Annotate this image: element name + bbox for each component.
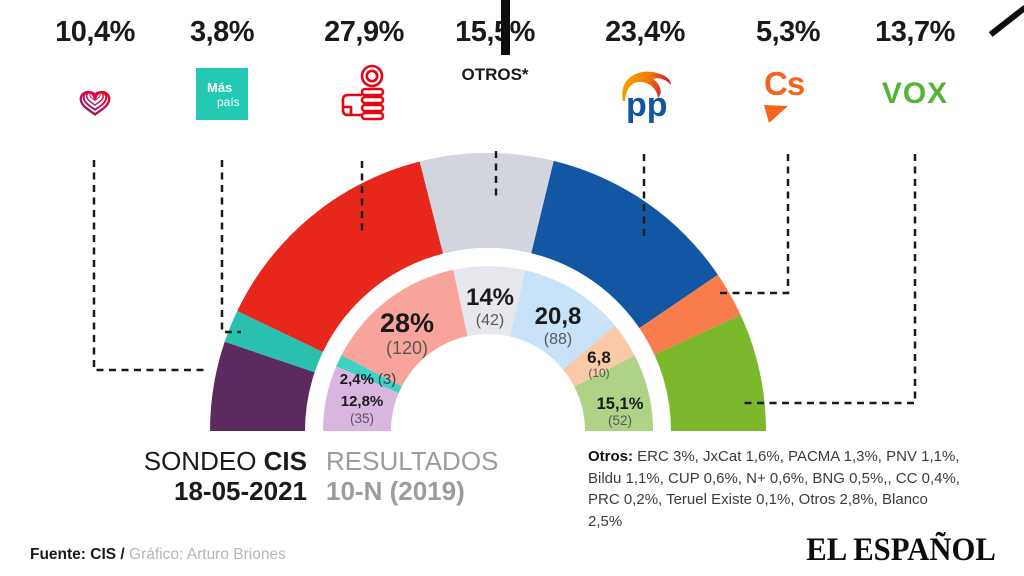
segment-outer-otros	[419, 153, 554, 254]
segment-inner-psoe	[341, 269, 468, 387]
el-espanol-logo: EL ESPAÑOL	[806, 532, 996, 568]
segment-inner-pp	[509, 270, 616, 370]
result-pct-otros: 14%	[465, 284, 515, 311]
segment-outer-unidas-podemos	[210, 341, 315, 431]
connector-vox	[740, 154, 917, 405]
party-column-pp: 23,4% pp	[570, 16, 720, 127]
caption-poll-date: 18-05-2021	[174, 476, 307, 507]
inner-ring-label-mas-pais: 2,4% (3)	[340, 371, 397, 389]
cs-logo-icon: Cs	[713, 61, 863, 127]
caption-sondeo-word: SONDEO	[143, 446, 264, 476]
caption-resultados-word: RESULTADOS	[326, 446, 499, 476]
party-column-otros: 15,5% OTROS*	[420, 16, 570, 85]
otros-footnote-title: Otros:	[588, 448, 633, 465]
result-pct-mas-pais: 2,4%	[339, 371, 374, 388]
top-edge-tick-artifact	[501, 0, 510, 55]
poll-pct-cs: 5,3%	[755, 16, 821, 48]
inner-ring-label-pp: 20,8 (88)	[534, 303, 582, 349]
segment-inner-otros	[453, 265, 526, 337]
result-seats-unidas-podemos: (35)	[349, 410, 375, 426]
result-seats-cs: (10)	[588, 366, 610, 381]
inner-ring-label-vox: 15,1% (52)	[597, 395, 644, 429]
mas-pais-logo-text1: Más	[207, 80, 233, 95]
party-column-cs: 5,3% Cs	[713, 16, 863, 127]
poll-pct-pp: 23,4%	[605, 16, 685, 48]
result-pct-vox: 15,1%	[596, 395, 644, 413]
result-pct-cs: 6,8	[587, 348, 611, 367]
result-pct-psoe: 28%	[379, 308, 435, 338]
source-label: Fuente: CIS /	[30, 546, 125, 563]
unidas-podemos-heart-icon	[20, 61, 170, 127]
segment-outer-mas-pais	[224, 311, 323, 373]
inner-ring-label-cs: 6,8 (10)	[587, 348, 611, 380]
mas-pais-logo-text2: país	[217, 95, 240, 109]
result-seats-psoe: (120)	[385, 338, 429, 359]
result-seats-mas-pais: (3)	[377, 371, 397, 388]
party-column-psoe: 27,9%	[289, 16, 439, 127]
segment-inner-unidas-podemos	[323, 366, 399, 431]
pp-logo-icon: pp	[570, 61, 720, 127]
poll-pct-otros: 15,5%	[455, 16, 535, 48]
caption-cis-word: CIS	[263, 446, 307, 476]
mas-pais-logo-icon: Más país	[147, 61, 297, 127]
poll-pct-vox: 13,7%	[875, 16, 955, 48]
otros-footnote-text: ERC 3%, JxCat 1,6%, PACMA 1,3%, PNV 1,1%…	[588, 448, 960, 530]
result-pct-unidas-podemos: 12,8%	[340, 393, 384, 410]
svg-text:pp: pp	[626, 86, 668, 124]
result-seats-pp: (88)	[543, 330, 573, 348]
vox-logo-text: VOX	[881, 77, 949, 110]
caption-sondeo-cis: SONDEO CIS 18-05-2021	[95, 446, 307, 506]
poll-pct-unidas-podemos: 10,4%	[55, 16, 135, 48]
psoe-fist-rose-icon	[289, 61, 439, 127]
segment-inner-mas-pais	[336, 355, 402, 393]
graphic-credit: Gráfico: Arturo Briones	[124, 546, 286, 563]
inner-ring-label-unidas-podemos: 12,8% (35)	[340, 393, 384, 426]
inner-ring-label-otros: 14% (42)	[465, 284, 515, 330]
party-column-vox: 13,7% VOX	[840, 16, 990, 127]
connector-mas-pais	[220, 160, 241, 334]
connector-cs	[716, 154, 790, 295]
result-pct-pp: 20,8	[534, 303, 582, 330]
segment-inner-cs	[562, 326, 635, 387]
party-column-unidas-podemos: 10,4%	[20, 16, 170, 127]
segment-outer-vox	[654, 315, 766, 431]
connector-unidas-podemos	[92, 160, 209, 372]
party-column-mas-pais: 3,8% Más país	[147, 16, 297, 127]
inner-ring-label-psoe: 28% (120)	[380, 308, 434, 358]
result-seats-vox: (52)	[607, 413, 633, 429]
segment-outer-pp	[531, 160, 718, 329]
segment-outer-psoe	[237, 161, 444, 353]
poll-pct-mas-pais: 3,8%	[189, 16, 255, 48]
otros-label: OTROS*	[461, 65, 529, 84]
result-seats-otros: (42)	[475, 311, 505, 329]
poll-pct-psoe: 27,9%	[324, 16, 404, 48]
vox-logo-icon: VOX	[840, 61, 990, 127]
caption-resultados-date: 10-N (2019)	[326, 476, 465, 507]
caption-resultados: RESULTADOS 10-N (2019)	[326, 446, 498, 506]
cs-logo-text: Cs	[764, 65, 805, 102]
otros-footnote: Otros: ERC 3%, JxCat 1,6%, PACMA 1,3%, P…	[588, 446, 962, 532]
segment-outer-cs	[639, 274, 741, 355]
segment-inner-vox	[574, 355, 653, 431]
source-credit: Fuente: CIS / Gráfico: Arturo Briones	[30, 546, 286, 564]
